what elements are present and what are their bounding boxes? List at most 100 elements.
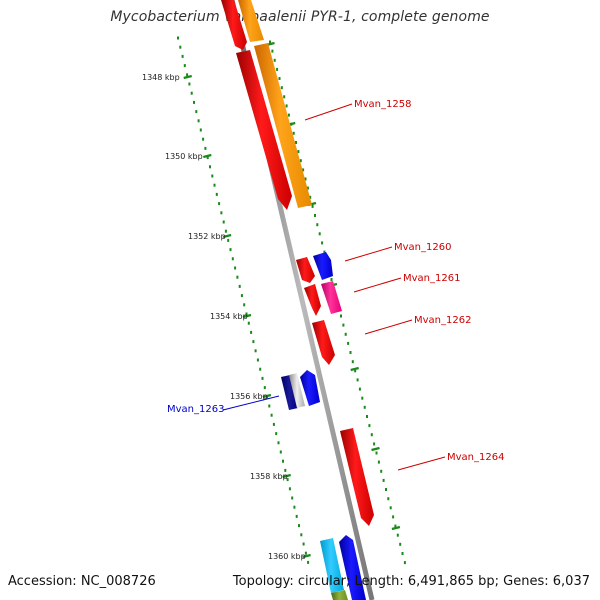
gene-arrow-olive-bottom <box>331 590 348 600</box>
scale-dot <box>279 450 282 454</box>
scale-dot <box>295 141 297 144</box>
scale-label: 1354 kbp <box>210 312 248 321</box>
gene-arrow-grey-1263 <box>289 373 305 408</box>
scale-dot <box>218 202 221 206</box>
scale-dot <box>236 275 239 279</box>
scale-major-tick <box>391 525 401 531</box>
scale-dot <box>278 77 281 80</box>
scale-major-tick <box>371 446 380 452</box>
scale-dot <box>291 496 294 500</box>
scale-dot <box>389 506 392 510</box>
scale-major-tick <box>203 153 212 159</box>
scale-dot <box>220 211 223 215</box>
scale-label: 1350 kbp <box>165 152 203 161</box>
scale-dot <box>311 204 314 208</box>
scale-dot <box>314 214 316 217</box>
scale-label: 1348 kbp <box>142 73 180 82</box>
accession-text: Accession: NC_008726 <box>8 574 156 589</box>
scale-dot <box>323 250 326 254</box>
scale-dot <box>222 220 225 224</box>
scale-dot <box>340 314 342 318</box>
gene-arrow-blue-1260 <box>313 252 333 280</box>
gene-arrow-navy-1263a <box>281 375 298 410</box>
scale-dot <box>377 460 380 464</box>
scale-dot <box>370 433 373 437</box>
gene-arrow-red-1264 <box>340 428 374 526</box>
scale-dot <box>250 330 253 334</box>
scale-dot <box>373 442 376 446</box>
scale-ticks <box>177 36 311 564</box>
scale-dot <box>188 82 191 86</box>
scale-major-tick <box>262 393 272 399</box>
scale-dot <box>179 45 182 49</box>
scale-major-tick <box>350 366 359 372</box>
leader-line-1264 <box>397 456 446 471</box>
scale-major-tick <box>222 233 232 239</box>
scale-label: 1360 kbp <box>268 552 306 561</box>
scale-dot <box>385 488 387 491</box>
scale-dot <box>287 113 290 117</box>
gene-label-mvan-1264[interactable]: Mvan_1264 <box>447 452 504 463</box>
scale-dot <box>293 505 296 509</box>
scale-dot <box>368 424 371 428</box>
scale-dot <box>392 515 395 519</box>
scale-dot <box>177 36 179 40</box>
scale-dot <box>356 378 359 382</box>
scale-dot <box>202 137 205 141</box>
leader-line-1263 <box>222 395 280 411</box>
scale-dot <box>302 168 305 172</box>
scale-dot <box>204 146 207 150</box>
scale-dot <box>399 542 402 546</box>
gene-label-mvan-1263[interactable]: Mvan_1263 <box>167 404 224 415</box>
scale-dot <box>229 248 232 252</box>
gene-arrow-red-1 <box>236 50 292 210</box>
gene-arrow-red-1261a <box>304 284 321 316</box>
scale-dot <box>195 110 198 114</box>
scale-dot <box>227 238 230 242</box>
gene-arrow-blue-1263 <box>300 370 320 406</box>
scale-dot <box>283 95 286 99</box>
scale-dot <box>272 422 275 426</box>
scale-dot <box>347 341 350 345</box>
scale-dot <box>261 376 264 380</box>
leader-line-1258 <box>304 103 353 121</box>
scale-dot <box>276 67 279 71</box>
scale-dot <box>403 561 406 565</box>
scale-labels: 1348 kbp 1350 kbp 1352 kbp 1354 kbp 1356… <box>142 73 306 561</box>
gene-label-leaders <box>222 103 446 471</box>
scale-dot <box>245 312 248 316</box>
gene-arrow-blue-bottom <box>339 535 366 600</box>
scale-dot <box>209 165 211 169</box>
scale-dot <box>306 186 309 190</box>
gene-label-mvan-1260[interactable]: Mvan_1260 <box>394 242 451 253</box>
scale-dot <box>243 303 246 307</box>
scale-dot <box>304 551 307 555</box>
scale-major-tick <box>302 553 311 559</box>
gene-arrow-red-top <box>221 0 247 50</box>
scale-dot <box>183 64 186 68</box>
scale-dot <box>401 552 404 555</box>
scale-dot <box>234 266 237 270</box>
scale-dot <box>297 150 300 154</box>
scale-dot <box>302 542 305 546</box>
scale-dot <box>330 278 333 281</box>
scale-dot <box>396 533 399 537</box>
scale-dot <box>211 174 214 178</box>
scale-dot <box>349 351 352 354</box>
scale-dot <box>344 332 347 336</box>
scale-dot <box>269 40 271 44</box>
scale-dot <box>240 294 243 298</box>
scale-dot <box>382 478 385 482</box>
scale-dot <box>280 86 283 90</box>
gene-label-mvan-1261[interactable]: Mvan_1261 <box>403 273 460 284</box>
scale-dot <box>268 404 271 408</box>
scale-dot <box>199 128 202 132</box>
scale-major-tick <box>183 74 192 80</box>
gene-label-mvan-1258[interactable]: Mvan_1258 <box>354 99 411 110</box>
scale-dot <box>197 119 200 123</box>
scale-label: 1352 kbp <box>188 232 226 241</box>
scale-dot <box>366 415 368 418</box>
gene-labels: Mvan_1258 Mvan_1260 Mvan_1261 Mvan_1262 … <box>167 99 504 463</box>
gene-label-mvan-1262[interactable]: Mvan_1262 <box>414 315 471 326</box>
